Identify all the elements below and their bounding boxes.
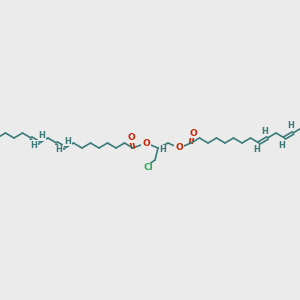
Text: H: H [30,140,37,149]
Text: O: O [127,134,135,142]
Text: Cl: Cl [143,164,153,172]
Text: H: H [262,127,268,136]
Text: H: H [253,146,260,154]
Text: O: O [142,139,150,148]
Text: H: H [279,140,286,149]
Text: H: H [287,122,294,130]
Text: O: O [189,128,197,137]
Text: H: H [56,146,62,154]
Text: H: H [38,131,45,140]
Text: O: O [175,143,183,152]
Text: H: H [160,146,167,154]
Text: H: H [64,136,71,146]
